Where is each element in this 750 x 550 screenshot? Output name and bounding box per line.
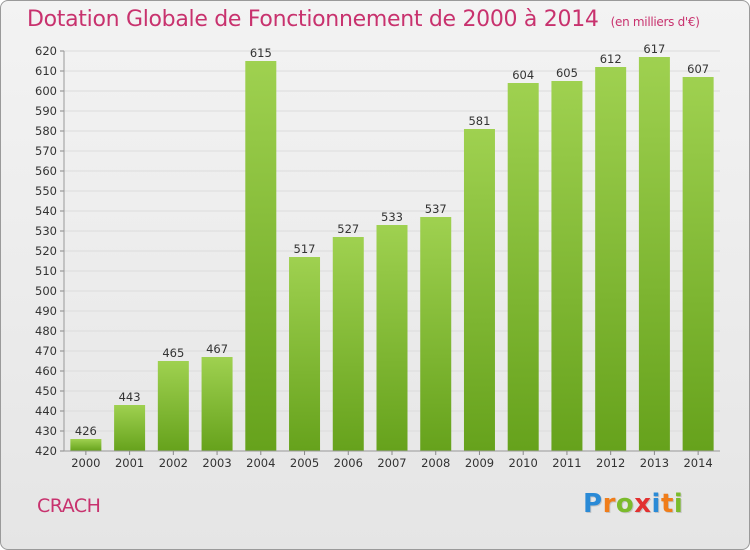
bar-value-label: 605	[556, 66, 578, 80]
x-tick-label: 2007	[377, 456, 406, 470]
proxiti-logo: Proxiti	[583, 489, 683, 519]
bar	[507, 83, 539, 451]
x-tick-label: 2004	[246, 456, 275, 470]
bar-value-label: 607	[687, 62, 709, 76]
bar-value-label: 426	[75, 424, 97, 438]
bar-value-label: 465	[162, 346, 184, 360]
y-tick-label: 490	[35, 304, 57, 318]
y-tick-label: 480	[35, 324, 57, 338]
title-text: Dotation Globale de Fonctionnement de 20…	[27, 7, 599, 32]
chart-title: Dotation Globale de Fonctionnement de 20…	[27, 7, 700, 32]
y-tick-label: 600	[35, 84, 57, 98]
commune-name: CRACH	[37, 495, 101, 517]
bar-value-label: 467	[206, 342, 228, 356]
x-tick-label: 2009	[465, 456, 494, 470]
x-tick-label: 2000	[71, 456, 100, 470]
x-tick-label: 2001	[115, 456, 144, 470]
bar	[70, 439, 102, 451]
logo-letter: r	[602, 489, 616, 519]
y-tick-label: 470	[35, 344, 57, 358]
bar-value-label: 517	[294, 242, 316, 256]
logo-letter: x	[634, 489, 652, 519]
logo-letter: t	[660, 489, 674, 519]
y-tick-label: 460	[35, 364, 57, 378]
y-tick-label: 560	[35, 164, 57, 178]
bar	[420, 217, 452, 451]
logo-letter: i	[673, 489, 684, 519]
y-axis: 420 430 440 450 460 470 480 490 500 510 520 530 540 5…	[35, 44, 65, 458]
x-tick-label: 2006	[334, 456, 363, 470]
bar	[463, 129, 495, 451]
y-tick-label: 620	[35, 44, 57, 58]
y-tick-label: 610	[35, 64, 57, 78]
bar	[245, 61, 277, 451]
title-unit: (en milliers d'€)	[610, 15, 700, 29]
x-tick-label: 2012	[596, 456, 625, 470]
bar	[551, 81, 583, 451]
bar-value-label: 537	[425, 202, 447, 216]
x-tick-label: 2014	[683, 456, 712, 470]
y-tick-label: 590	[35, 104, 57, 118]
bar-value-label: 581	[468, 114, 490, 128]
y-tick-label: 520	[35, 244, 57, 258]
y-tick-label: 540	[35, 204, 57, 218]
bar-value-label: 533	[381, 210, 403, 224]
bar	[201, 357, 233, 451]
bar-value-label: 617	[643, 42, 665, 56]
x-tick-label: 2008	[421, 456, 450, 470]
bar	[376, 225, 408, 451]
y-tick-label: 530	[35, 224, 57, 238]
y-tick-label: 430	[35, 424, 57, 438]
logo-letter: P	[583, 489, 603, 519]
y-tick-label: 580	[35, 124, 57, 138]
y-tick-label: 420	[35, 444, 57, 458]
bar-value-label: 527	[337, 222, 359, 236]
logo-letter: o	[615, 489, 635, 519]
bar	[638, 57, 670, 451]
y-tick-label: 450	[35, 384, 57, 398]
bar-value-label: 443	[119, 390, 141, 404]
bar	[114, 405, 146, 451]
x-tick-label: 2003	[202, 456, 231, 470]
bar	[595, 67, 627, 451]
bar	[332, 237, 364, 451]
logo-letter: i	[651, 489, 661, 519]
x-tick-label: 2013	[640, 456, 669, 470]
bar	[289, 257, 321, 451]
bars: 426 443 465 467 615 517 527 533 537 581 604 605 612 6…	[70, 42, 714, 451]
y-tick-label: 510	[35, 264, 57, 278]
y-tick-label: 500	[35, 284, 57, 298]
bar-value-label: 615	[250, 46, 272, 60]
bar	[682, 77, 714, 451]
x-tick-label: 2011	[552, 456, 581, 470]
y-tick-label: 440	[35, 404, 57, 418]
bar-value-label: 612	[600, 52, 622, 66]
x-tick-label: 2010	[509, 456, 538, 470]
bar	[157, 361, 189, 451]
x-tick-label: 2005	[290, 456, 319, 470]
y-tick-label: 570	[35, 144, 57, 158]
y-tick-label: 550	[35, 184, 57, 198]
x-axis: 2000 2001 2002 2003 2004 2005 2006 2007 2008 2009…	[64, 450, 720, 470]
bar-value-label: 604	[512, 68, 534, 82]
x-tick-label: 2002	[159, 456, 188, 470]
